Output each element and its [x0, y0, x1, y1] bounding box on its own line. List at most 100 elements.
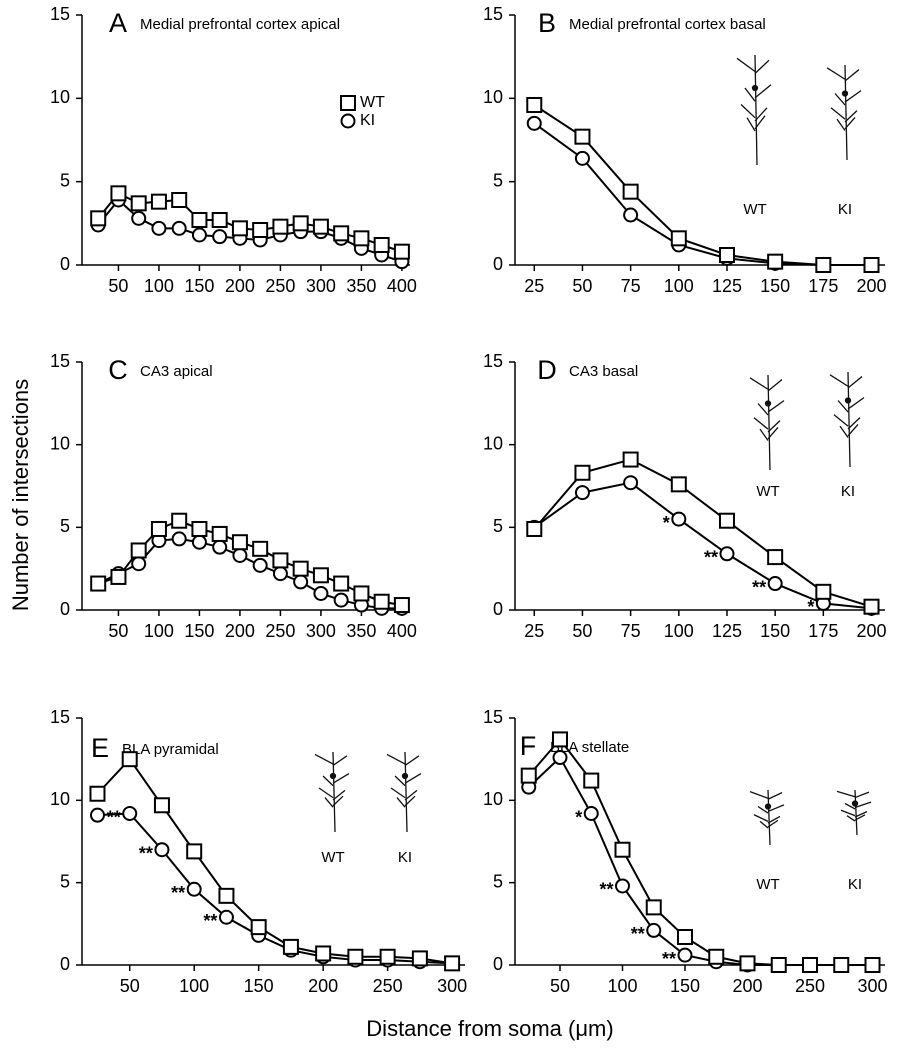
square-marker	[552, 731, 568, 748]
x-tick-label: 200	[856, 621, 886, 641]
dendrite	[404, 795, 416, 807]
square-marker	[444, 955, 461, 972]
dendrite	[844, 69, 860, 82]
dendrite	[749, 377, 769, 390]
square-marker	[333, 225, 350, 242]
x-tick-label: 200	[225, 276, 255, 296]
soma	[764, 400, 772, 407]
circle-marker	[212, 229, 228, 245]
significance-label: **	[171, 883, 185, 903]
square-marker	[574, 464, 591, 481]
dendrite	[753, 814, 769, 822]
soma	[851, 800, 859, 807]
square-marker	[90, 210, 107, 227]
x-tick-label: 50	[108, 621, 128, 641]
dendrite	[749, 791, 769, 799]
x-tick-label: 400	[387, 621, 417, 641]
square-marker	[218, 887, 235, 904]
circle-marker	[122, 806, 138, 822]
square-marker	[739, 955, 756, 972]
square-marker	[411, 950, 428, 967]
series-line	[97, 192, 403, 253]
dendrite	[836, 790, 856, 798]
significance-label: **	[599, 880, 613, 900]
dendrite	[844, 117, 856, 130]
panel-letter: B	[538, 8, 556, 38]
circle-marker	[218, 909, 234, 925]
neuron-sketch	[836, 789, 872, 836]
dendrite	[830, 107, 846, 120]
square-marker	[863, 257, 880, 273]
square-marker	[645, 899, 662, 916]
neuron-sketch	[826, 64, 862, 161]
x-tick-label: 300	[437, 976, 467, 996]
dendrite	[837, 400, 849, 413]
y-tick-label: 10	[50, 433, 70, 453]
circle-marker	[191, 227, 207, 243]
neuron-sketch	[386, 751, 422, 833]
soma	[764, 803, 772, 810]
legend-label: WT	[360, 94, 385, 111]
circle-marker	[671, 511, 687, 527]
dendrite	[404, 789, 418, 801]
x-tick-label: 350	[346, 621, 376, 641]
x-tick-label: 100	[664, 276, 694, 296]
y-tick-label: 0	[60, 599, 70, 619]
x-tick-label: 150	[760, 276, 790, 296]
square-marker	[252, 222, 269, 238]
square-marker	[863, 598, 880, 615]
square-marker	[191, 520, 208, 537]
x-tick-label: 50	[550, 976, 570, 996]
square-marker	[833, 957, 850, 973]
square-marker	[110, 185, 127, 202]
square-marker	[347, 948, 364, 965]
dendrite	[847, 376, 863, 389]
inset-label: KI	[398, 849, 412, 866]
dendrite	[332, 755, 348, 766]
x-tick-label: 100	[179, 976, 209, 996]
x-tick-label: 400	[387, 276, 417, 296]
inset-label: WT	[756, 483, 779, 500]
circle-marker	[767, 576, 783, 592]
y-tick-label: 5	[60, 871, 70, 891]
y-tick-label: 0	[493, 254, 503, 274]
circle-marker	[171, 220, 187, 236]
square-marker	[150, 193, 167, 210]
square-marker	[312, 218, 329, 235]
dendrite	[753, 417, 769, 430]
panel-letter: F	[520, 731, 537, 761]
square-marker	[231, 220, 248, 237]
dendrite	[854, 791, 870, 799]
dendrite	[846, 815, 856, 822]
x-tick-label: 50	[572, 276, 592, 296]
dendrite	[754, 59, 770, 74]
dendrite	[318, 787, 334, 799]
y-tick-label: 10	[483, 87, 503, 107]
square-marker	[171, 512, 188, 529]
dendrite	[844, 802, 856, 810]
x-tick-label: 300	[306, 276, 336, 296]
square-marker	[130, 195, 147, 212]
dendrite	[322, 775, 334, 787]
y-tick-label: 15	[50, 351, 70, 371]
square-marker	[718, 247, 735, 263]
x-tick-label: 25	[524, 276, 544, 296]
y-tick-label: 10	[50, 789, 70, 809]
dendrite	[833, 414, 849, 427]
circle-marker	[623, 207, 639, 223]
x-tick-label: 75	[621, 276, 641, 296]
x-tick-label: 50	[108, 276, 128, 296]
square-marker	[670, 230, 687, 247]
y-axis-label: Number of intersections	[8, 379, 33, 611]
series-line	[527, 737, 873, 966]
circle-marker	[623, 475, 639, 491]
panel-letter: C	[108, 355, 128, 385]
x-tick-label: 150	[760, 621, 790, 641]
circle-marker	[252, 557, 268, 573]
square-marker	[583, 772, 600, 789]
dendrite	[767, 804, 785, 813]
x-tick-label: 50	[572, 621, 592, 641]
dendrite	[759, 820, 769, 829]
square-marker	[292, 215, 309, 232]
